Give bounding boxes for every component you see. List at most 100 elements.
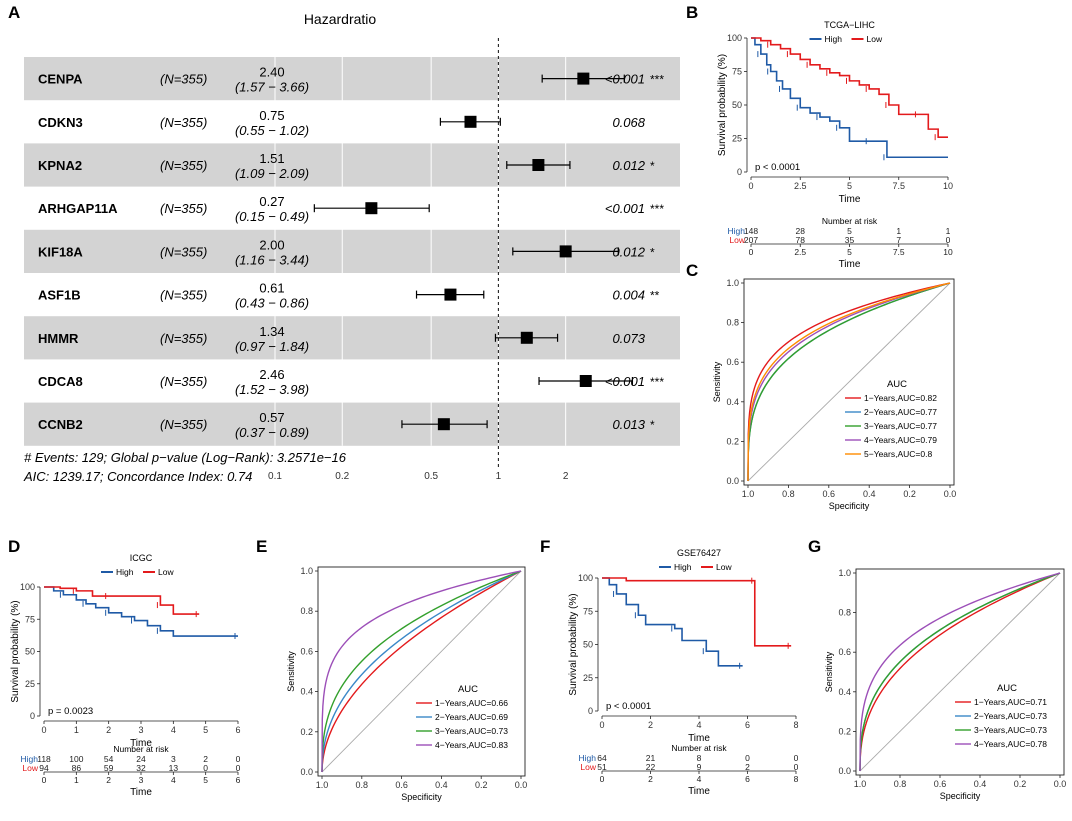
km-y-tick-label: 0 [588, 706, 593, 716]
roc-x-tick-label: 0.2 [475, 780, 488, 790]
forest-ci-value: (0.55 − 1.02) [235, 123, 309, 138]
panel-label-f: F [540, 537, 550, 556]
forest-xtick-label: 0.5 [424, 471, 438, 482]
roc-x-tick-label: 0.8 [782, 489, 795, 499]
risk-table-tick-label: 4 [697, 774, 702, 784]
forest-p-value: <0.001 [605, 201, 645, 216]
risk-table-value: 2 [203, 754, 208, 764]
forest-row-band [24, 316, 680, 360]
roc-x-tick-label: 1.0 [316, 780, 329, 790]
km-x-tick-label: 4 [696, 720, 701, 730]
roc-curve [321, 570, 522, 773]
risk-table-tick-label: 10 [943, 247, 953, 257]
roc-x-tick-label: 0.0 [515, 780, 528, 790]
forest-xtick-label: 2 [563, 471, 569, 482]
km-x-tick-label: 6 [745, 720, 750, 730]
risk-table-tick-label: 1 [74, 775, 79, 785]
km-curve-low [602, 577, 792, 647]
roc-legend-label: 3−Years,AUC=0.77 [864, 421, 937, 431]
roc-curve [321, 570, 522, 773]
roc-legend-label: 5−Years,AUC=0.8 [864, 449, 932, 459]
km-x-tick-label: 10 [943, 181, 953, 191]
forest-n-label: (N=355) [160, 115, 207, 130]
forest-gene-label: ASF1B [38, 288, 81, 303]
forest-hr-value: 2.00 [259, 237, 284, 252]
km-y-tick-label: 100 [727, 33, 742, 43]
forest-ci-value: (0.43 − 0.86) [235, 296, 309, 311]
risk-table-tick-label: 5 [203, 775, 208, 785]
forest-gene-label: KPNA2 [38, 158, 82, 173]
km-x-tick-label: 5 [847, 181, 852, 191]
km-curve-low [44, 586, 200, 615]
forest-hr-marker [464, 115, 477, 128]
forest-hr-marker [444, 288, 457, 301]
panel-label-a: A [8, 3, 20, 22]
risk-table-value: 86 [72, 763, 82, 773]
roc-legend-label: 2−Years,AUC=0.73 [974, 711, 1047, 721]
km-y-tick-label: 75 [583, 606, 593, 616]
forest-hr-marker [520, 331, 533, 344]
risk-table-group-label: High [579, 753, 597, 763]
km-y-tick-label: 25 [583, 673, 593, 683]
risk-table-value: 78 [796, 235, 806, 245]
roc-reference-diagonal [321, 570, 522, 773]
forest-footnote-aic: AIC: 1239.17; Concordance Index: 0.74 [23, 469, 252, 484]
roc-y-tick-label: 0.8 [300, 606, 313, 616]
forest-gene-label: CDCA8 [38, 374, 83, 389]
roc-y-tick-label: 0.8 [726, 318, 739, 328]
roc-legend-label: 2−Years,AUC=0.69 [435, 712, 508, 722]
risk-table-x-title: Time [130, 787, 152, 798]
roc-plot-frame [855, 568, 1065, 776]
km-y-tick-label: 50 [732, 100, 742, 110]
forest-row-band [24, 143, 680, 187]
risk-table-value: 7 [896, 235, 901, 245]
risk-table-value: 64 [597, 753, 607, 763]
roc-y-axis-title: Sensitivity [286, 651, 296, 692]
roc-y-tick-label: 0.6 [300, 646, 313, 656]
roc-legend-label: 4−Years,AUC=0.83 [435, 740, 508, 750]
km-x-tick-label: 5 [203, 725, 208, 735]
risk-table-value: 0 [745, 753, 750, 763]
forest-ci-value: (0.97 − 1.84) [235, 339, 309, 354]
km-x-tick-label: 0 [599, 720, 604, 730]
roc-plot-c: 1.0 0.8 0.6 0.4 0.2 0.0 0.0 0.2 0.4 0.6 0.8 1.0 Spec… [712, 278, 956, 511]
km-y-axis-title: Survival probability (%) [717, 54, 728, 156]
risk-table-group-label: Low [729, 235, 745, 245]
roc-legend-label: 4−Years,AUC=0.79 [864, 435, 937, 445]
roc-curve [747, 282, 951, 482]
roc-x-tick-label: 1.0 [742, 489, 755, 499]
roc-plot-frame [743, 278, 955, 486]
forest-p-value: 0.013 [612, 417, 645, 432]
forest-n-label: (N=355) [160, 417, 207, 432]
roc-y-tick-label: 0.0 [726, 476, 739, 486]
risk-table-value: 207 [744, 235, 758, 245]
roc-y-tick-label: 0.2 [726, 436, 739, 446]
forest-xtick-label: 0.1 [268, 471, 282, 482]
forest-p-value: 0.012 [612, 244, 645, 259]
km-title: TCGA−LIHC [824, 20, 875, 30]
km-y-tick-label: 25 [732, 134, 742, 144]
forest-hr-value: 0.75 [259, 108, 284, 123]
risk-table-tick-label: 7.5 [893, 247, 905, 257]
roc-legend-title: AUC [458, 684, 478, 695]
risk-table-tick-label: 5 [847, 247, 852, 257]
risk-table-title: Number at risk [822, 216, 878, 226]
roc-x-axis-title: Specificity [829, 501, 870, 511]
forest-n-label: (N=355) [160, 288, 207, 303]
forest-hr-marker [365, 202, 378, 215]
km-x-tick-label: 0 [41, 725, 46, 735]
panel-label-c: C [686, 261, 698, 280]
km-y-tick-label: 50 [583, 640, 593, 650]
km-x-tick-label: 0 [748, 181, 753, 191]
roc-y-tick-label: 0.4 [300, 687, 313, 697]
forest-hr-value: 0.57 [259, 410, 284, 425]
forest-hr-marker [437, 418, 450, 431]
roc-plot-frame [317, 566, 526, 777]
risk-table-value: 21 [646, 753, 656, 763]
risk-table-value: 13 [169, 763, 179, 773]
km-legend-label: High [116, 567, 134, 577]
forest-n-label: (N=355) [160, 201, 207, 216]
km-p-value: p < 0.0001 [606, 701, 651, 712]
